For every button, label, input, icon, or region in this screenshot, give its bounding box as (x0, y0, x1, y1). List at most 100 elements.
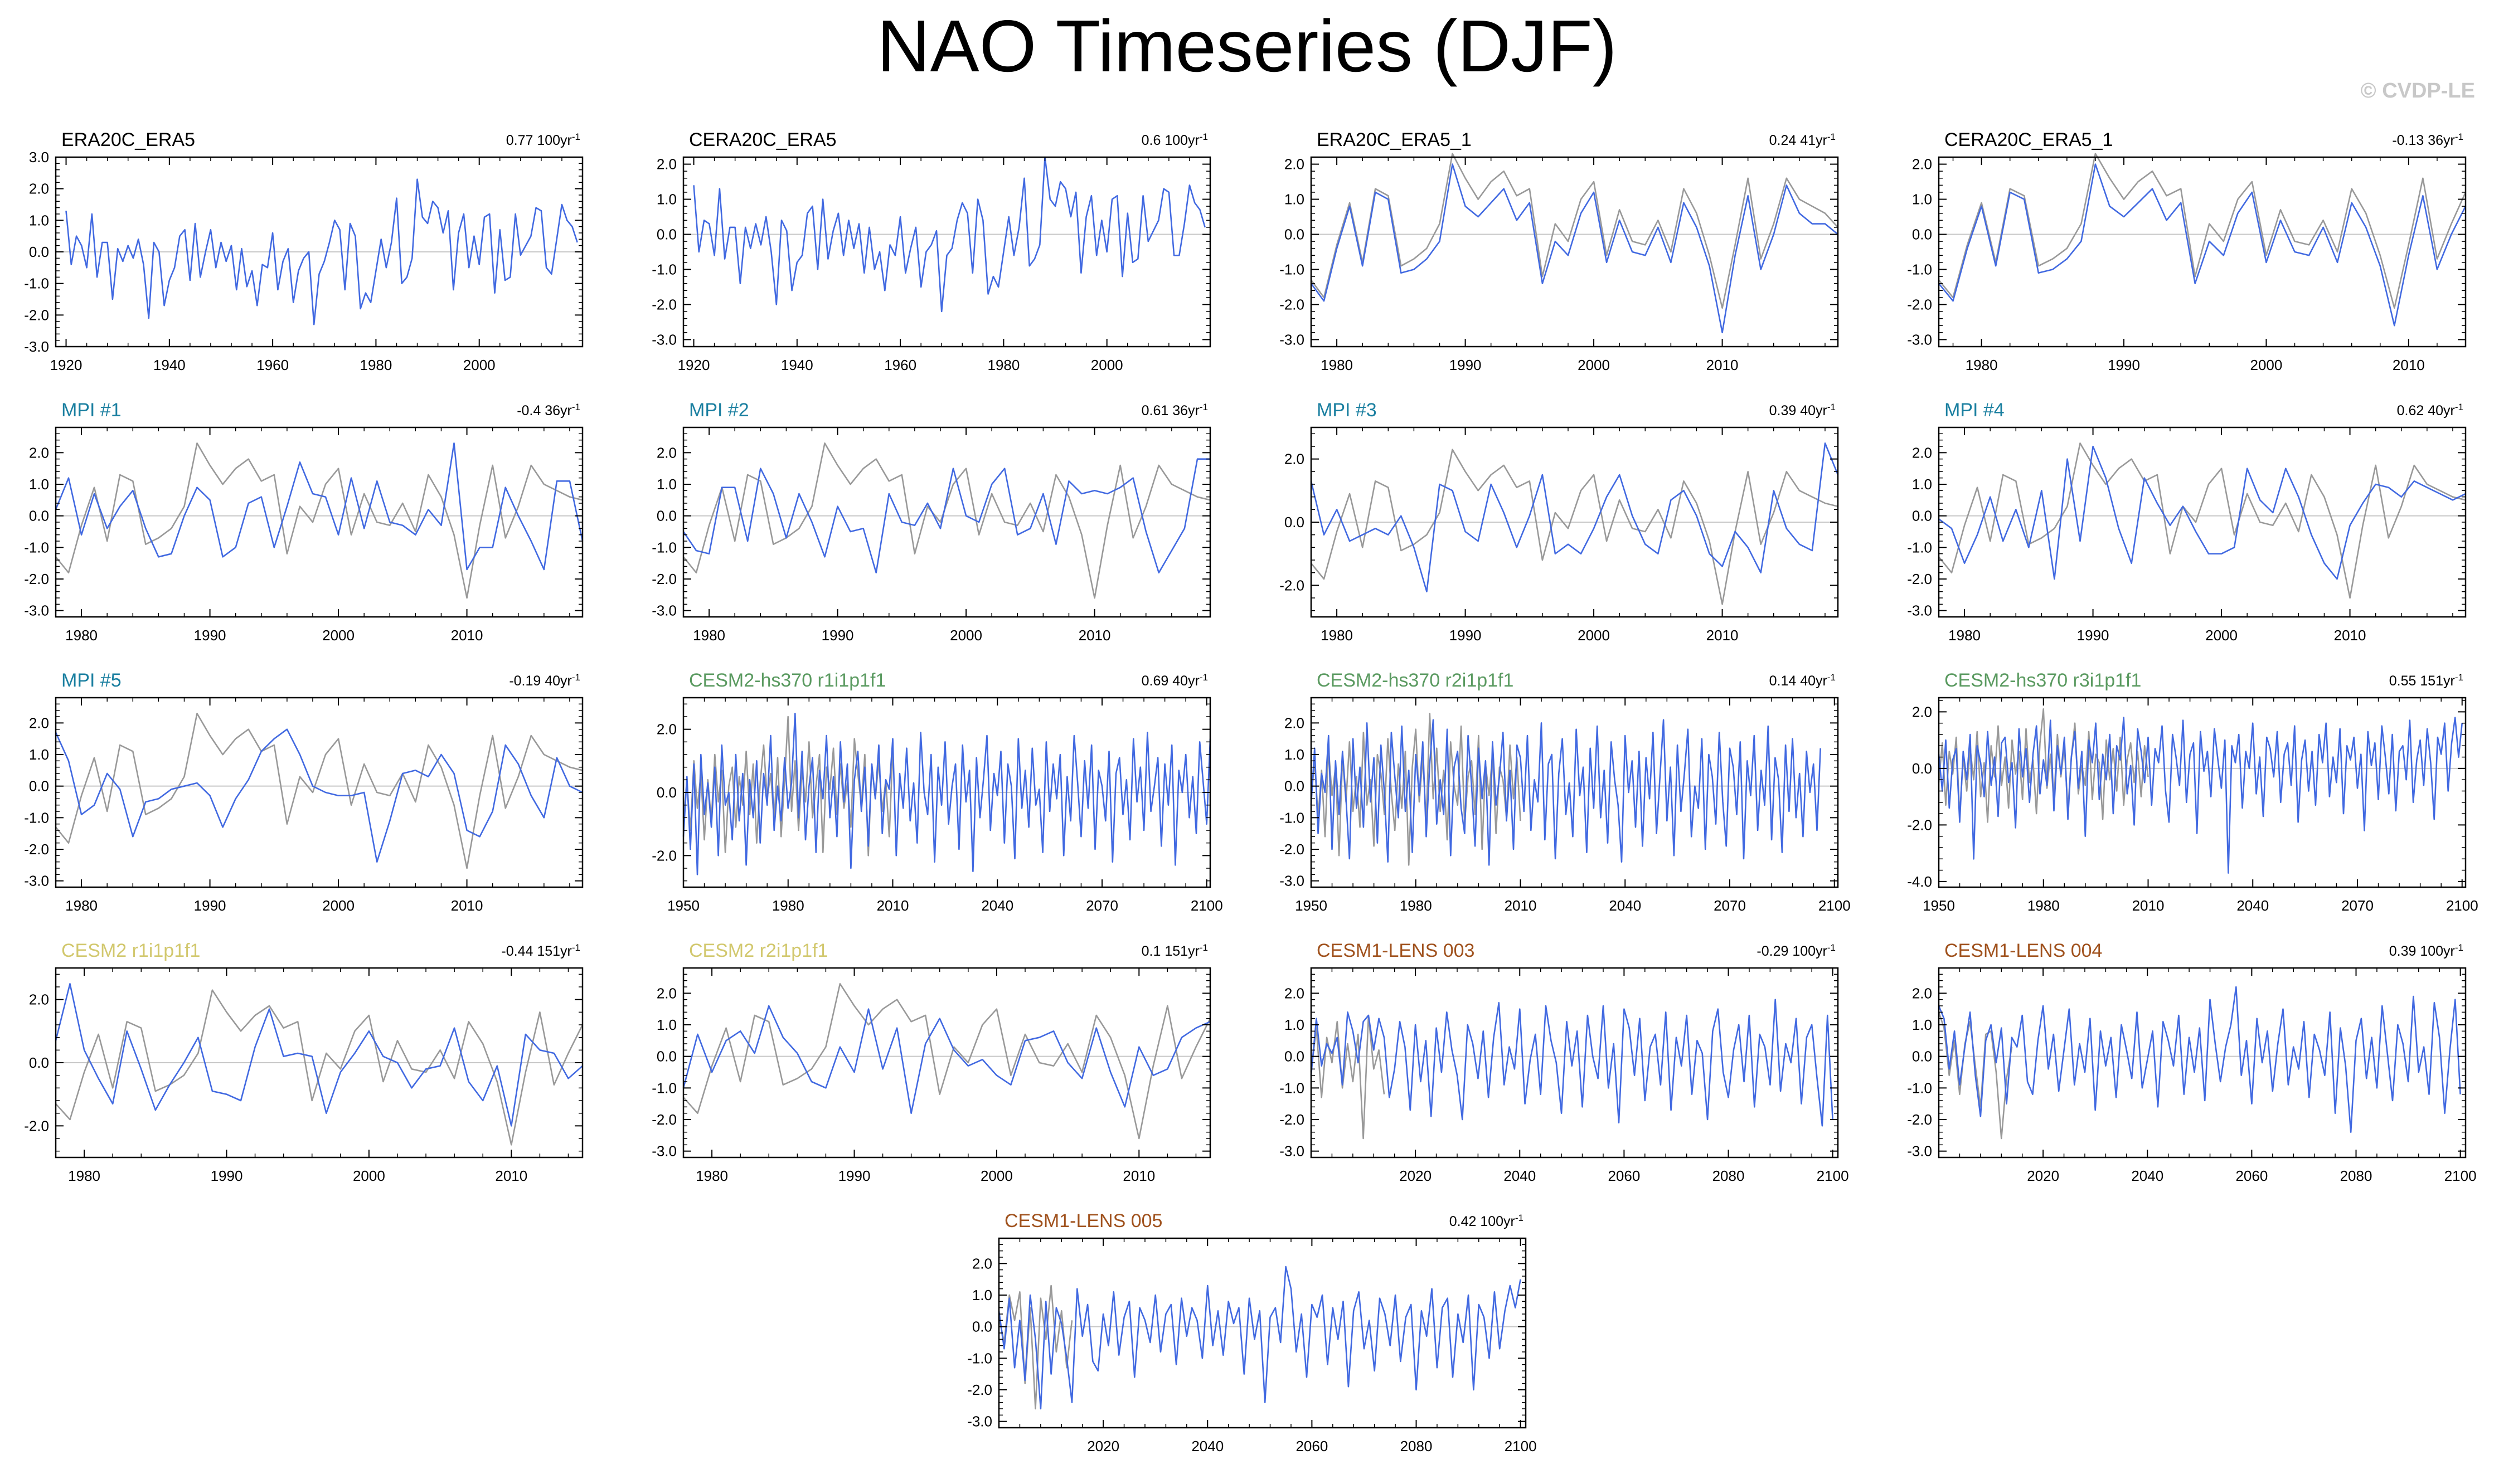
nao-panel: CESM1-LENS 004 0.39 100yr-1 2.0 1.0 0.0 -1.0 -… (1907, 940, 2477, 1184)
x-tick-label: 2070 (2341, 897, 2374, 914)
y-tick-label: 1.0 (29, 476, 49, 493)
y-tick-label: -3.0 (24, 873, 49, 889)
x-tick-label: 2040 (2131, 1167, 2163, 1184)
x-tick-label: 1990 (194, 897, 226, 914)
y-tick-label: -1.0 (1279, 1079, 1304, 1096)
panel-title: CERA20C_ERA5_1 (1944, 129, 2113, 150)
y-tick-label: -2.0 (1907, 1111, 1932, 1128)
y-tick-label: 3.0 (29, 149, 49, 166)
y-tick-label: -2.0 (652, 571, 677, 587)
x-tick-label: 1990 (194, 627, 226, 644)
obs-series-line (1310, 449, 1838, 605)
page-title: NAO Timeseries (DJF) (877, 5, 1617, 87)
y-tick-label: -2.0 (652, 1111, 677, 1128)
trend-label: -0.44 151yr-1 (501, 942, 580, 959)
trend-label: 0.69 40yr-1 (1142, 672, 1208, 689)
y-tick-label: -2.0 (652, 847, 677, 864)
x-tick-label: 2040 (1609, 897, 1641, 914)
y-tick-label: -1.0 (24, 275, 49, 292)
y-tick-label: 0.0 (1284, 1048, 1304, 1065)
y-tick-label: 2.0 (29, 714, 49, 731)
obs-series-line (682, 442, 1211, 599)
nao-panel: ERA20C_ERA5_1 0.24 41yr-1 2.0 1.0 0.0 -1.0 -2.… (1279, 129, 1839, 373)
model-series-line (1938, 163, 2467, 327)
plot-frame (55, 426, 584, 618)
nao-panel: CESM2-hs370 r2i1p1f1 0.14 40yr-1 2.0 1.0 0.0… (1279, 670, 1851, 914)
x-tick-label: 1940 (153, 357, 186, 373)
y-tick-label: -1.0 (652, 539, 677, 556)
trend-label: -0.13 36yr-1 (2392, 132, 2463, 148)
x-tick-label: 2010 (2334, 627, 2366, 644)
y-tick-label: 0.0 (1284, 514, 1304, 531)
model-series-line (1310, 719, 1821, 866)
trend-label: -0.4 36yr-1 (517, 402, 580, 419)
obs-series-line (55, 442, 583, 599)
y-tick-label: 0.0 (1912, 508, 1932, 524)
x-tick-label: 1950 (667, 897, 700, 914)
y-tick-label: 0.0 (29, 778, 49, 795)
model-series-line (693, 156, 1206, 313)
x-tick-label: 1980 (1948, 627, 1981, 644)
model-series-line (1938, 717, 2463, 874)
model-series-line (55, 728, 583, 863)
y-tick-label: 0.0 (1284, 778, 1304, 795)
y-tick-label: 0.0 (29, 1054, 49, 1071)
y-tick-label: -2.0 (1279, 841, 1304, 858)
x-tick-label: 2100 (2444, 1167, 2477, 1184)
x-tick-label: 1920 (678, 357, 710, 373)
model-series-line (55, 983, 583, 1127)
x-tick-label: 1990 (1449, 357, 1482, 373)
y-tick-label: 2.0 (657, 985, 677, 1001)
x-tick-label: 1990 (838, 1167, 871, 1184)
obs-series-line (1310, 153, 1838, 309)
y-tick-label: -2.0 (652, 296, 677, 313)
trend-label: 0.61 36yr-1 (1142, 402, 1208, 419)
x-tick-label: 1980 (65, 897, 98, 914)
x-tick-label: 2010 (1505, 897, 1537, 914)
y-tick-label: 1.0 (657, 191, 677, 208)
x-tick-label: 1990 (2108, 357, 2140, 373)
panel-title: CESM1-LENS 005 (1005, 1210, 1162, 1232)
nao-panel: CESM1-LENS 005 0.42 100yr-1 2.0 1.0 0.0 -1.0 -… (967, 1210, 1536, 1454)
nao-panel: MPI #4 0.62 40yr-1 2.0 1.0 0.0 -1.0 -2.0 -3.0 19… (1907, 400, 2467, 644)
nao-panel: MPI #5 -0.19 40yr-1 2.0 1.0 0.0 -1.0 -2.0 -3.0 1… (24, 670, 584, 914)
nao-panel: CERA20C_ERA5 0.6 100yr-1 2.0 1.0 0.0 -1.0 -2.0… (652, 129, 1211, 373)
x-tick-label: 1990 (822, 627, 854, 644)
y-tick-label: 2.0 (1912, 703, 1932, 720)
x-tick-label: 2010 (451, 897, 483, 914)
x-tick-label: 1980 (68, 1167, 100, 1184)
y-tick-label: -3.0 (652, 1143, 677, 1160)
x-tick-label: 1920 (50, 357, 83, 373)
x-tick-label: 1980 (772, 897, 804, 914)
y-tick-label: -2.0 (1279, 296, 1304, 313)
x-tick-label: 1980 (1400, 897, 1432, 914)
obs-series-line (1938, 442, 2466, 599)
nao-panel: CESM2 r1i1p1f1 -0.44 151yr-1 2.0 0.0 -2.0 198… (24, 940, 584, 1184)
x-tick-label: 2080 (1400, 1438, 1433, 1454)
y-tick-label: 0.0 (29, 508, 49, 524)
y-tick-label: -2.0 (24, 1117, 49, 1134)
x-tick-label: 1990 (211, 1167, 243, 1184)
y-tick-label: 0.0 (657, 508, 677, 524)
y-tick-label: 0.0 (657, 226, 677, 243)
y-tick-label: -4.0 (1907, 873, 1932, 890)
x-tick-label: 2000 (2250, 357, 2283, 373)
nao-panel: MPI #1 -0.4 36yr-1 2.0 1.0 0.0 -1.0 -2.0 -3.0 19… (24, 400, 584, 644)
model-series-line (998, 1266, 1521, 1410)
y-tick-label: 2.0 (657, 156, 677, 173)
y-tick-label: -3.0 (1279, 331, 1304, 348)
model-series-line (682, 713, 1211, 875)
y-tick-label: 2.0 (1284, 451, 1304, 468)
y-tick-label: -2.0 (1907, 816, 1932, 833)
x-tick-label: 2060 (2235, 1167, 2268, 1184)
y-tick-label: -3.0 (967, 1413, 992, 1430)
x-tick-label: 2100 (1818, 897, 1851, 914)
panel-title: CESM2 r2i1p1f1 (689, 940, 828, 961)
y-tick-label: -1.0 (652, 261, 677, 278)
x-tick-label: 2010 (2132, 897, 2165, 914)
x-tick-label: 2000 (463, 357, 496, 373)
plot-frame (1310, 967, 1839, 1159)
y-tick-label: -1.0 (24, 539, 49, 556)
obs-series-line (998, 1284, 1073, 1410)
obs-series-line (682, 716, 894, 857)
